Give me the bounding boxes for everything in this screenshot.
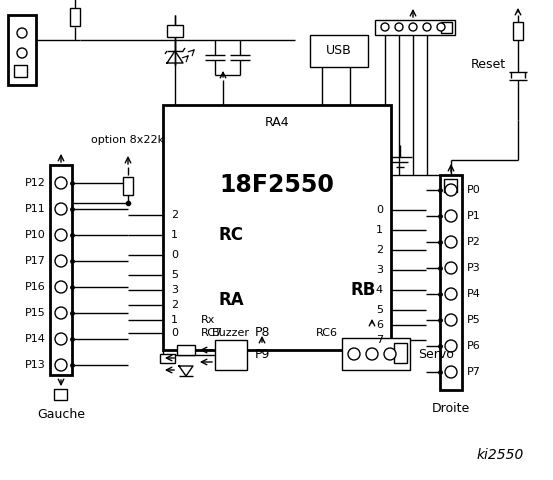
Circle shape xyxy=(445,314,457,326)
Text: 1: 1 xyxy=(376,225,383,235)
Text: P12: P12 xyxy=(25,178,46,188)
Circle shape xyxy=(384,348,396,360)
Circle shape xyxy=(445,288,457,300)
Text: RC: RC xyxy=(218,226,243,244)
Bar xyxy=(123,177,133,195)
Text: P6: P6 xyxy=(467,341,481,351)
Text: P11: P11 xyxy=(25,204,46,214)
Text: 2: 2 xyxy=(171,210,178,220)
Bar xyxy=(215,340,247,370)
Bar xyxy=(167,25,183,37)
Text: P0: P0 xyxy=(467,185,481,195)
Text: P7: P7 xyxy=(467,367,481,377)
Circle shape xyxy=(55,229,67,241)
Circle shape xyxy=(55,281,67,293)
Circle shape xyxy=(445,366,457,378)
Bar xyxy=(394,343,407,363)
Bar xyxy=(8,15,36,85)
Circle shape xyxy=(366,348,378,360)
Circle shape xyxy=(437,23,445,31)
Text: 0: 0 xyxy=(376,205,383,215)
Bar xyxy=(50,165,72,375)
Bar xyxy=(54,389,67,400)
Text: RB: RB xyxy=(351,281,377,299)
Text: 18F2550: 18F2550 xyxy=(220,173,335,197)
Text: Droite: Droite xyxy=(432,401,470,415)
Text: P2: P2 xyxy=(467,237,481,247)
Circle shape xyxy=(55,177,67,189)
Circle shape xyxy=(55,255,67,267)
Text: 7: 7 xyxy=(376,335,383,345)
Text: P15: P15 xyxy=(25,308,46,318)
Text: Rx: Rx xyxy=(201,315,215,325)
Circle shape xyxy=(445,184,457,196)
Bar xyxy=(513,22,523,40)
Text: Reset: Reset xyxy=(471,59,506,72)
Circle shape xyxy=(445,236,457,248)
Circle shape xyxy=(395,23,403,31)
Text: 6: 6 xyxy=(376,320,383,330)
Bar xyxy=(444,179,457,192)
Circle shape xyxy=(55,203,67,215)
Text: ki2550: ki2550 xyxy=(476,448,524,462)
Text: Gauche: Gauche xyxy=(37,408,85,421)
Circle shape xyxy=(17,48,27,58)
Circle shape xyxy=(348,348,360,360)
Text: RC7: RC7 xyxy=(201,328,223,338)
Text: P8: P8 xyxy=(254,326,270,339)
Circle shape xyxy=(409,23,417,31)
Text: 2: 2 xyxy=(171,300,178,310)
Text: Servo: Servo xyxy=(418,348,454,360)
Text: RC6: RC6 xyxy=(316,328,338,338)
Text: 5: 5 xyxy=(376,305,383,315)
Text: 3: 3 xyxy=(171,285,178,295)
Text: P16: P16 xyxy=(25,282,46,292)
Bar xyxy=(342,338,410,370)
Text: 1: 1 xyxy=(171,230,178,240)
Circle shape xyxy=(445,340,457,352)
Bar xyxy=(375,20,455,35)
Text: P3: P3 xyxy=(467,263,481,273)
Circle shape xyxy=(445,210,457,222)
Text: 1: 1 xyxy=(171,315,178,325)
Text: RA: RA xyxy=(218,291,244,309)
Bar xyxy=(14,65,27,77)
Text: P5: P5 xyxy=(467,315,481,325)
Text: RA4: RA4 xyxy=(265,117,289,130)
Text: P1: P1 xyxy=(467,211,481,221)
Text: P10: P10 xyxy=(25,230,46,240)
Text: 4: 4 xyxy=(376,285,383,295)
Text: option 8x22k: option 8x22k xyxy=(91,135,165,145)
Circle shape xyxy=(55,333,67,345)
Circle shape xyxy=(17,28,27,38)
Text: USB: USB xyxy=(326,45,352,58)
Bar xyxy=(440,175,462,390)
Bar xyxy=(160,354,175,363)
Text: P14: P14 xyxy=(25,334,46,344)
Text: P13: P13 xyxy=(25,360,46,370)
Bar xyxy=(70,8,80,26)
Circle shape xyxy=(423,23,431,31)
Circle shape xyxy=(445,262,457,274)
Circle shape xyxy=(55,359,67,371)
Text: 0: 0 xyxy=(171,250,178,260)
Text: 0: 0 xyxy=(171,328,178,338)
Text: P17: P17 xyxy=(25,256,46,266)
Bar xyxy=(441,22,452,33)
Text: 5: 5 xyxy=(171,270,178,280)
Bar xyxy=(310,35,368,67)
Text: Buzzer: Buzzer xyxy=(212,328,250,338)
Circle shape xyxy=(55,307,67,319)
Bar xyxy=(177,345,195,355)
Text: 3: 3 xyxy=(376,265,383,275)
Text: P9: P9 xyxy=(254,348,270,361)
Circle shape xyxy=(381,23,389,31)
Bar xyxy=(163,105,391,350)
Text: P4: P4 xyxy=(467,289,481,299)
Text: 2: 2 xyxy=(376,245,383,255)
